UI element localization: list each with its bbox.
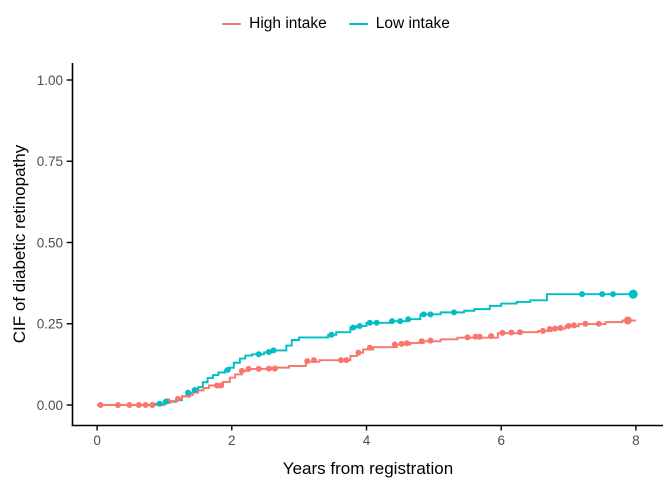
legend-label-low-intake: Low intake xyxy=(375,15,450,33)
censor-dot-low-intake xyxy=(397,318,404,325)
censor-dot-high-intake xyxy=(174,395,181,402)
censor-dot-low-intake xyxy=(599,291,606,298)
censor-dot-high-intake xyxy=(337,357,344,364)
censor-dot-high-intake xyxy=(149,402,156,408)
censor-dot-high-intake xyxy=(499,329,506,336)
legend-key-line-low-intake xyxy=(348,22,368,26)
censor-dot-low-intake xyxy=(366,319,373,326)
censor-dot-high-intake xyxy=(488,333,495,340)
y-tick-label: 1.00 xyxy=(37,73,63,88)
x-axis-title: Years from registration xyxy=(282,459,454,478)
censor-dot-high-intake xyxy=(255,365,262,372)
censor-dot-low-intake xyxy=(405,316,412,323)
censor-dot-high-intake xyxy=(539,327,546,334)
censor-dot-high-intake xyxy=(427,337,434,344)
chart-legend: High intake Low intake xyxy=(0,13,672,35)
censor-dot-high-intake xyxy=(398,340,405,347)
censor-dot-high-intake xyxy=(114,402,121,408)
censor-dot-high-intake xyxy=(391,341,398,348)
censor-dot-high-intake xyxy=(245,365,252,372)
censor-dot-low-intake xyxy=(628,289,638,299)
censor-dot-high-intake xyxy=(271,365,278,372)
censor-dot-high-intake xyxy=(403,340,410,347)
censor-dot-low-intake xyxy=(270,347,277,354)
censor-dot-low-intake xyxy=(451,309,458,316)
censor-dot-low-intake xyxy=(328,331,335,338)
censor-dot-high-intake xyxy=(552,325,559,332)
y-tick-label: 0.75 xyxy=(37,154,63,169)
censor-dot-high-intake xyxy=(126,402,133,408)
legend-item-high-intake: High intake xyxy=(222,16,327,32)
x-tick-label: 6 xyxy=(497,433,505,448)
censor-dot-high-intake xyxy=(238,367,245,374)
censor-dot-high-intake xyxy=(476,333,483,340)
censor-dot-high-intake xyxy=(557,324,564,331)
step-line-high-intake xyxy=(97,319,636,406)
y-tick-label: 0.25 xyxy=(37,317,63,332)
censor-dot-high-intake xyxy=(265,365,272,372)
censor-dot-high-intake xyxy=(343,357,350,364)
censor-dot-high-intake xyxy=(304,358,311,365)
legend-key-line-high-intake xyxy=(222,22,242,26)
censor-dot-high-intake xyxy=(570,322,577,329)
x-tick-label: 4 xyxy=(363,433,371,448)
x-tick-label: 8 xyxy=(632,433,640,448)
censor-dot-low-intake xyxy=(255,351,262,358)
y-tick-label: 0.00 xyxy=(37,398,63,413)
censor-dot-high-intake xyxy=(508,329,515,336)
y-tick-label: 0.50 xyxy=(37,235,63,250)
censor-dot-high-intake xyxy=(135,402,142,408)
legend-item-low-intake: Low intake xyxy=(348,15,450,33)
censor-dot-low-intake xyxy=(156,400,163,407)
censor-dot-low-intake xyxy=(191,387,198,394)
censor-dot-high-intake xyxy=(218,382,225,389)
censor-dot-high-intake xyxy=(355,349,362,356)
censor-dot-high-intake xyxy=(595,320,602,327)
censor-dot-low-intake xyxy=(610,291,617,298)
censor-dot-high-intake xyxy=(97,402,104,408)
censor-dot-low-intake xyxy=(185,389,192,396)
y-axis-title: CIF of diabetic retinopathy xyxy=(10,144,29,344)
censor-dot-high-intake xyxy=(142,402,149,408)
censor-dot-low-intake xyxy=(427,311,434,318)
censor-dot-low-intake xyxy=(162,398,169,405)
legend-label-high-intake: High intake xyxy=(249,15,327,33)
censor-dot-high-intake xyxy=(418,338,425,345)
censor-dot-high-intake xyxy=(623,316,632,325)
censor-dot-high-intake xyxy=(582,320,589,327)
censor-dot-low-intake xyxy=(224,366,231,373)
censor-dot-low-intake xyxy=(350,324,357,331)
x-tick-label: 2 xyxy=(228,433,236,448)
censor-dot-low-intake xyxy=(373,319,380,326)
censor-dot-high-intake xyxy=(565,323,572,330)
censor-dot-low-intake xyxy=(579,291,586,298)
censor-dot-high-intake xyxy=(546,325,553,332)
censor-dot-low-intake xyxy=(356,323,363,330)
x-tick-label: 0 xyxy=(93,433,101,448)
censor-dot-low-intake xyxy=(420,311,427,318)
censor-dot-low-intake xyxy=(265,349,272,356)
censor-dot-high-intake xyxy=(366,344,373,351)
censor-dot-high-intake xyxy=(517,329,524,336)
censor-dot-low-intake xyxy=(389,318,396,325)
censor-dot-high-intake xyxy=(464,334,471,341)
censor-dot-high-intake xyxy=(310,357,317,364)
